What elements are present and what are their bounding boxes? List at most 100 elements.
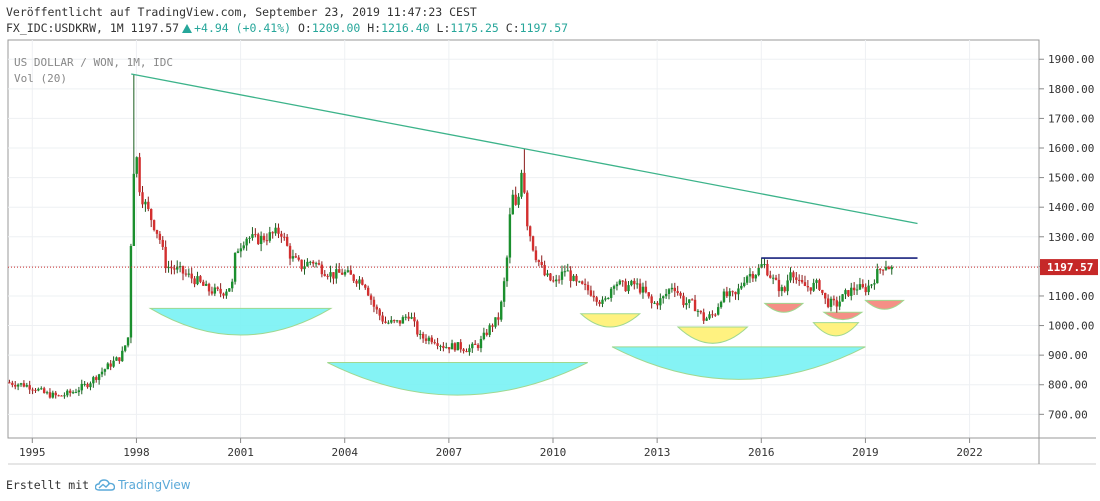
candle-body: [51, 392, 55, 398]
candle-body: [618, 280, 622, 285]
candle-body: [569, 270, 572, 281]
candle-body: [563, 271, 567, 273]
candle-body: [309, 261, 312, 263]
candle-body: [479, 339, 483, 349]
last-price-tag: [1040, 259, 1098, 276]
candle-body: [751, 273, 755, 279]
candle-body: [473, 343, 477, 345]
x-tick-label: 2022: [956, 446, 983, 459]
candle-body: [878, 269, 882, 271]
candle-body: [60, 395, 63, 397]
candle-body: [48, 392, 52, 398]
descending-trendline[interactable]: [131, 73, 918, 225]
candle-body: [213, 287, 217, 294]
candle-body: [615, 284, 619, 287]
candle-body: [511, 194, 514, 215]
candle-body: [526, 192, 529, 227]
candle-body: [453, 343, 457, 351]
candle-body: [546, 273, 549, 276]
candle-body: [803, 282, 807, 287]
candle-body: [230, 281, 234, 289]
candle-body: [743, 282, 746, 286]
candle-body: [716, 307, 720, 315]
candle-body: [413, 317, 416, 322]
up-triangle-icon: [182, 24, 193, 33]
candle-body: [664, 293, 668, 297]
candle-body: [821, 289, 824, 293]
y-tick-label: 1700.00: [1048, 112, 1094, 125]
y-tick-label: 1400.00: [1048, 201, 1094, 214]
candle-body: [361, 279, 364, 285]
candle-body: [401, 317, 405, 324]
candle-body: [624, 281, 627, 292]
candle-body: [476, 344, 480, 349]
candle-body: [578, 281, 581, 283]
candle-body: [375, 306, 379, 310]
price-change: +4.94 (+0.41%): [194, 21, 292, 35]
candle-body: [838, 301, 841, 307]
candle-body: [280, 233, 283, 237]
candle-body: [40, 388, 43, 390]
candle-body: [352, 274, 355, 281]
candle-body: [847, 290, 850, 296]
candle-body: [54, 392, 57, 396]
candle-body: [196, 276, 199, 285]
candle-body: [225, 291, 228, 296]
candle-body: [829, 298, 833, 307]
footer: Erstellt mit TradingView: [6, 478, 191, 492]
candle-body: [300, 259, 303, 270]
open-label: O:: [297, 21, 312, 35]
candle-body: [864, 287, 867, 293]
candle-body: [66, 390, 69, 396]
x-tick-label: 2016: [748, 446, 775, 459]
candle-body: [581, 281, 584, 284]
candle-body: [178, 266, 182, 268]
candle-body: [80, 383, 83, 391]
candle-body: [690, 299, 694, 301]
candle-body: [844, 290, 847, 295]
candle-body: [37, 388, 40, 391]
candle-body: [138, 157, 141, 193]
candle-body: [100, 371, 104, 375]
candle-body: [436, 343, 439, 346]
candle-body: [92, 377, 95, 384]
candle-body: [8, 382, 11, 384]
candle-body: [815, 280, 818, 283]
candle-body: [419, 333, 422, 335]
candle-body: [63, 395, 66, 397]
candle-body: [630, 280, 633, 286]
candle-body: [737, 288, 740, 295]
candle-body: [852, 287, 856, 291]
candle-body: [549, 273, 552, 281]
candle-body: [228, 288, 231, 292]
candle-body: [71, 392, 75, 394]
candle-body: [16, 384, 20, 387]
candle-body: [207, 283, 211, 292]
candle-body: [132, 173, 136, 246]
candle-body: [216, 287, 219, 289]
y-tick-label: 1500.00: [1048, 172, 1094, 185]
candle-body: [633, 280, 636, 285]
candle-body: [604, 298, 607, 300]
candle-body: [531, 236, 535, 251]
candle-body: [384, 321, 387, 323]
candle-body: [688, 299, 691, 303]
candle-body: [126, 337, 130, 346]
candle-body: [656, 302, 659, 306]
tradingview-cloud-icon: [95, 479, 116, 491]
close-value: 1197.57: [519, 21, 569, 35]
candle-body: [601, 299, 604, 304]
candle-body: [323, 274, 326, 276]
candle-body: [262, 235, 266, 241]
candle-body: [144, 201, 147, 205]
tradingview-brand[interactable]: TradingView: [118, 478, 191, 492]
candle-body: [792, 272, 795, 278]
candle-body: [147, 201, 150, 210]
candle-body: [245, 238, 248, 246]
x-tick-label: 1998: [123, 446, 150, 459]
candle-body: [314, 263, 318, 265]
candle-body: [135, 157, 138, 174]
candle-body: [876, 269, 879, 284]
candle-body: [800, 279, 804, 283]
